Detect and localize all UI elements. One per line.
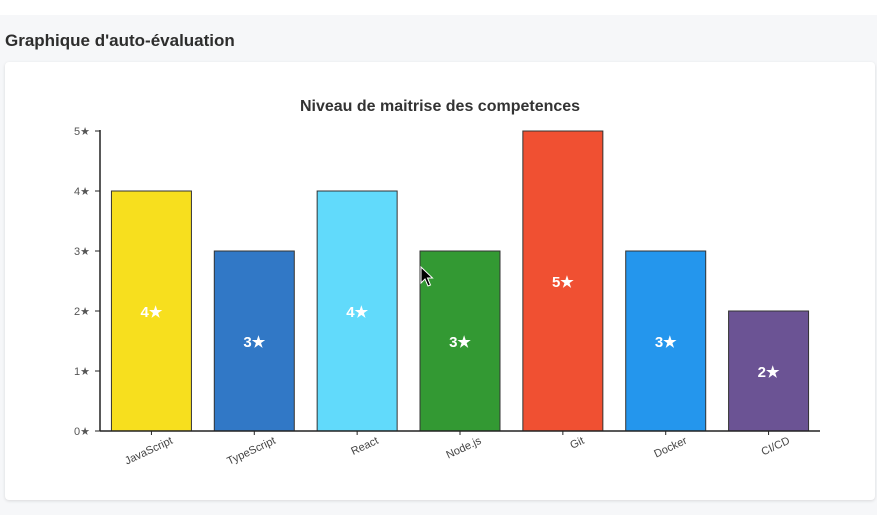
bar-docker[interactable] <box>625 250 707 432</box>
bar-value-label: 4★ <box>141 304 163 321</box>
mouse-cursor-icon <box>420 266 434 287</box>
bar-git[interactable] <box>522 130 604 432</box>
bar-value-label: 2★ <box>758 364 780 381</box>
bar-value-label: 3★ <box>655 334 677 351</box>
y-tick-label: 4★ <box>74 186 90 198</box>
x-tick-label: Docker <box>652 435 689 461</box>
bar-typescript[interactable] <box>213 250 295 432</box>
y-tick-label: 2★ <box>74 306 90 318</box>
bar-node-js[interactable] <box>419 250 501 432</box>
bar-javascript[interactable] <box>110 190 192 432</box>
y-tick-label: 5★ <box>74 126 90 138</box>
y-tick-label: 3★ <box>74 246 90 258</box>
x-tick-label: CI/CD <box>760 435 792 459</box>
y-tick-label: 1★ <box>74 366 90 378</box>
x-tick-label: TypeScript <box>225 435 277 468</box>
bar-value-label: 5★ <box>552 274 574 291</box>
bar-value-label: 3★ <box>449 334 471 351</box>
x-tick-label: Git <box>568 435 586 452</box>
chart-title: Niveau de maitrise des competences <box>300 98 580 115</box>
section-title: Graphique d'auto-évaluation <box>5 31 235 50</box>
y-tick-label: 0★ <box>74 426 90 438</box>
x-tick-label: JavaScript <box>123 435 175 468</box>
x-tick-label: Node.js <box>444 435 483 462</box>
bar-value-label: 4★ <box>346 304 368 321</box>
x-tick-label: React <box>349 435 380 458</box>
bar-value-label: 3★ <box>243 334 265 351</box>
bar-react[interactable] <box>316 190 398 432</box>
bar-ci-cd[interactable] <box>728 310 810 432</box>
